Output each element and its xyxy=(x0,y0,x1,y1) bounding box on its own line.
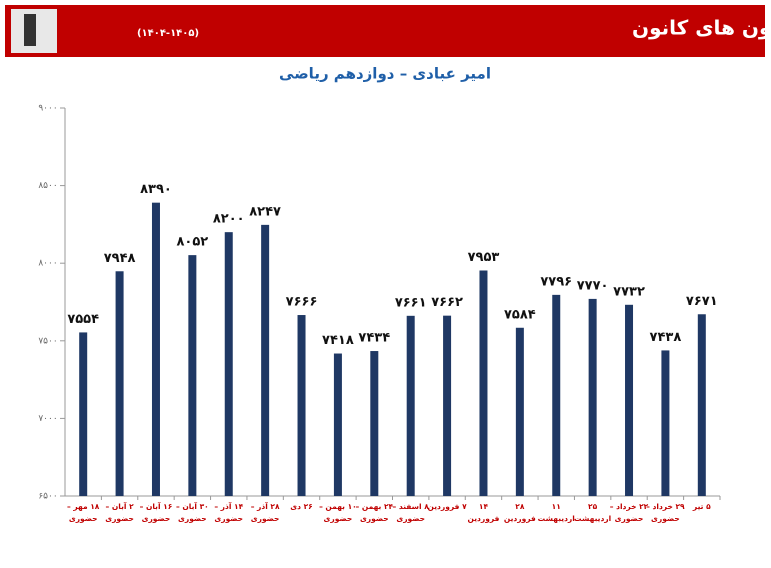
value-label: ۷۵۸۴ xyxy=(504,307,536,322)
bar xyxy=(406,315,415,496)
x-tick-label: ۳۰ آبان – حضوری xyxy=(175,502,209,523)
y-tick-label: ۸۵۰۰ xyxy=(38,181,57,191)
bar xyxy=(79,332,88,496)
bar xyxy=(515,327,524,496)
x-tick-label: ۷ فروردین xyxy=(427,502,467,511)
value-label: ۷۶۶۱ xyxy=(395,295,427,310)
value-label: ۷۹۵۳ xyxy=(468,250,500,265)
x-tick-label: ۲۴ بهمن – حضوری xyxy=(355,502,394,523)
y-tick-label: ۹۰۰۰ xyxy=(38,104,57,114)
x-tick-label: ۲۸ آذر – حضوری xyxy=(250,502,280,523)
y-tick-label: ۶۵۰۰ xyxy=(38,492,57,502)
bar xyxy=(370,351,379,496)
x-tick-label: ۲۸ فروردین xyxy=(503,502,536,523)
value-label: ۷۶۶۲ xyxy=(431,295,463,310)
x-tick-label: ۲۶ دی xyxy=(290,502,313,511)
value-label: ۷۴۳۸ xyxy=(650,330,682,345)
value-label: ۸۲۴۷ xyxy=(249,204,281,219)
title-note: (۱۴۰۴-۱۴۰۵) xyxy=(137,28,199,39)
x-tick-label: ۲ آبان – حضوری xyxy=(105,502,134,523)
chart-title: نمودار تراز کل سال دوازدهم در آزمون های … xyxy=(632,15,771,40)
bar xyxy=(697,314,706,496)
x-tick-label: ۱۸ مهر – حضوری xyxy=(66,502,100,523)
x-tick-label: ۲۹ خرداد – حضوری xyxy=(646,502,685,523)
x-tick-label: ۲۵ اردیبهشت xyxy=(574,502,612,523)
bar xyxy=(333,353,342,496)
value-label: ۷۷۳۲ xyxy=(613,284,645,299)
bar xyxy=(661,350,670,496)
bar xyxy=(297,315,306,496)
x-tick-label: ۱۴ آذر – حضوری xyxy=(214,502,244,523)
y-tick-label: ۷۵۰۰ xyxy=(38,336,57,346)
bar xyxy=(151,202,160,496)
value-label: ۷۵۵۴ xyxy=(67,312,99,327)
value-label: ۷۷۷۰ xyxy=(577,278,609,293)
y-tick-label: ۸۰۰۰ xyxy=(38,259,57,269)
x-tick-label: ۱۰ بهمن – حضوری xyxy=(319,502,357,523)
bar xyxy=(261,224,270,496)
x-tick-label: ۸ اسفند – حضوری xyxy=(392,502,429,523)
bar xyxy=(188,255,197,496)
value-label: ۷۶۷۱ xyxy=(686,294,718,309)
value-label: ۷۹۴۸ xyxy=(104,251,136,266)
value-label: ۷۴۳۴ xyxy=(358,331,390,346)
bar xyxy=(588,298,597,496)
value-label: ۸۲۰۰ xyxy=(213,212,245,227)
x-tick-label: ۵ تیر xyxy=(692,502,711,511)
header-bar xyxy=(5,5,765,57)
bar xyxy=(443,315,452,496)
value-label: ۷۴۱۸ xyxy=(322,333,354,348)
x-tick-label: ۱۶ آبان – حضوری xyxy=(139,502,173,523)
bar xyxy=(625,304,634,496)
value-label: ۷۷۹۶ xyxy=(540,274,572,289)
bar xyxy=(479,270,488,496)
y-tick-label: ۷۰۰۰ xyxy=(38,414,57,424)
value-label: ۸۰۵۲ xyxy=(176,235,208,250)
value-label: ۷۶۶۶ xyxy=(286,295,318,310)
x-tick-label: ۲۲ خرداد – حضوری xyxy=(609,502,649,523)
chart-subtitle: امیر عبادی – دوازدهم ریاضی xyxy=(279,65,491,83)
bar xyxy=(552,294,561,496)
x-tick-label: ۱۱ اردیبهشت xyxy=(537,502,575,523)
logo-figure xyxy=(24,14,36,46)
x-tick-label: ۱۴ فروردین xyxy=(467,502,500,523)
value-label: ۸۳۹۰ xyxy=(140,182,172,197)
bar xyxy=(115,271,124,496)
bar xyxy=(224,232,233,496)
